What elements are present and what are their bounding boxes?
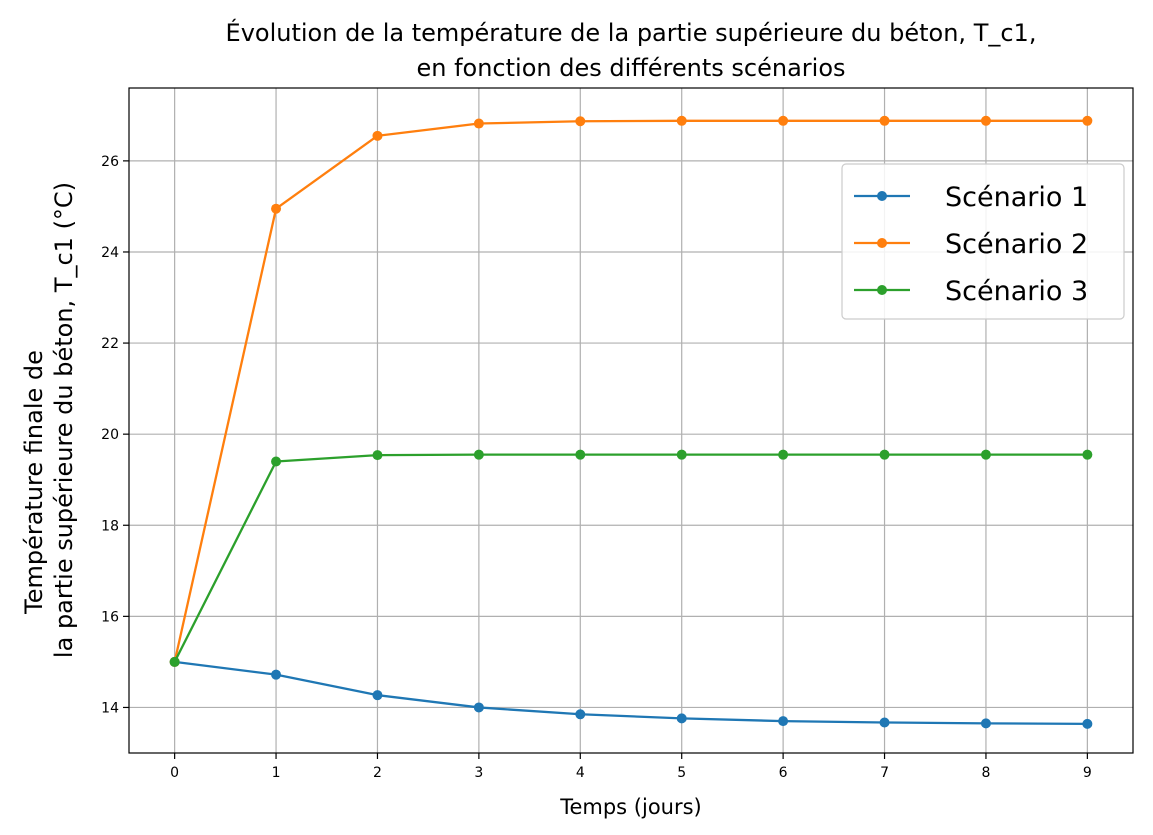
y-tick-label: 22 <box>101 336 119 352</box>
legend-swatch-marker <box>877 238 887 248</box>
series-1-point <box>372 690 383 701</box>
series-3-point <box>169 656 180 667</box>
series-2-line <box>173 119 1088 663</box>
series-3-point <box>778 449 789 460</box>
y-axis: 14 16 18 20 22 24 26 <box>101 154 129 716</box>
x-tick-label: 4 <box>576 765 585 781</box>
x-axis-label: Temps (jours) <box>559 795 702 819</box>
legend-label: Scénario 2 <box>945 229 1088 260</box>
series-3-point <box>676 449 687 460</box>
series-2-point <box>879 115 890 126</box>
series-2-point <box>271 203 282 214</box>
y-tick-label: 26 <box>101 154 119 170</box>
series-3-point <box>575 449 586 460</box>
legend-swatch-marker <box>877 191 887 201</box>
y-tick-label: 18 <box>101 518 119 534</box>
series-2-point <box>676 115 687 126</box>
series-2-point <box>473 118 484 129</box>
legend-swatch-marker <box>877 285 887 295</box>
series-3-point <box>473 449 484 460</box>
series-3-point <box>879 449 890 460</box>
y-axis-label-line-1: Température finale de <box>20 350 48 615</box>
x-axis: 0 1 2 3 4 5 6 7 8 9 <box>170 753 1092 781</box>
series-2 <box>169 115 1093 667</box>
plot-frame <box>128 87 1134 754</box>
y-tick-label: 14 <box>101 700 119 716</box>
series-3-point <box>271 456 282 467</box>
y-axis-label-line-2: la partie supérieure du béton, T_c1 (°C) <box>50 182 78 658</box>
chart-title-line-2: en fonction des différents scénarios <box>416 54 845 82</box>
series-1-line <box>174 660 1088 725</box>
legend-label: Scénario 1 <box>945 182 1088 213</box>
series-3-line <box>173 453 1088 663</box>
series-3-point <box>1082 449 1093 460</box>
series-1-point <box>676 713 687 724</box>
series-1-point <box>980 718 991 729</box>
series-1-point <box>778 716 789 727</box>
series-1-point <box>271 669 282 680</box>
series-3-point <box>372 450 383 461</box>
legend: Scénario 1 Scénario 2 Scénario 3 <box>841 163 1125 320</box>
legend-label: Scénario 3 <box>945 276 1088 307</box>
legend-box <box>841 163 1125 320</box>
x-tick-label: 9 <box>1083 765 1092 781</box>
legend-item-2: Scénario 2 <box>854 229 1088 260</box>
y-axis-label: Température finale de la partie supérieu… <box>20 182 78 658</box>
y-tick-label: 24 <box>101 245 119 261</box>
legend-item-3: Scénario 3 <box>854 276 1088 307</box>
series-layer <box>169 115 1093 729</box>
y-tick-label: 16 <box>101 609 119 625</box>
chart-title-line-1: Évolution de la température de la partie… <box>226 18 1037 47</box>
x-tick-label: 3 <box>474 765 483 781</box>
series-2-point <box>980 115 991 126</box>
series-2-point <box>575 116 586 127</box>
series-1-point <box>1082 718 1093 729</box>
y-tick-label: 20 <box>101 427 119 443</box>
x-tick-label: 6 <box>779 765 788 781</box>
series-1-point <box>473 702 484 713</box>
series-1-point <box>879 717 890 728</box>
x-tick-label: 8 <box>981 765 990 781</box>
x-tick-label: 2 <box>373 765 382 781</box>
x-tick-label: 0 <box>170 765 179 781</box>
series-2-point <box>778 115 789 126</box>
series-2-point <box>1082 115 1093 126</box>
chart-title: Évolution de la température de la partie… <box>226 18 1037 82</box>
series-3 <box>169 449 1093 667</box>
x-tick-label: 1 <box>272 765 281 781</box>
x-tick-label: 5 <box>677 765 686 781</box>
series-3-point <box>980 449 991 460</box>
x-tick-label: 7 <box>880 765 889 781</box>
series-1-point <box>575 709 586 720</box>
series-2-point <box>372 130 383 141</box>
legend-item-1: Scénario 1 <box>854 182 1088 213</box>
